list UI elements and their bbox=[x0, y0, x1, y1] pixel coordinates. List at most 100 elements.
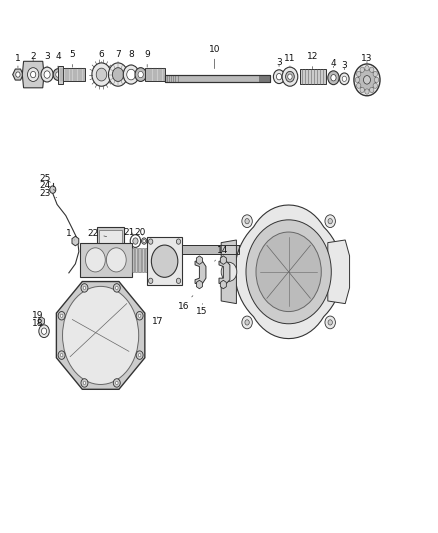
Circle shape bbox=[357, 83, 361, 88]
Text: 15: 15 bbox=[196, 304, 207, 316]
Circle shape bbox=[60, 314, 63, 317]
Circle shape bbox=[276, 74, 282, 80]
Circle shape bbox=[245, 219, 249, 224]
Circle shape bbox=[136, 311, 143, 320]
Text: 23: 23 bbox=[39, 189, 57, 198]
Bar bbox=[80, 243, 132, 277]
Circle shape bbox=[39, 325, 49, 337]
Text: 18: 18 bbox=[32, 319, 43, 328]
Text: 7: 7 bbox=[115, 50, 121, 62]
Text: 3: 3 bbox=[342, 61, 347, 70]
Circle shape bbox=[83, 286, 86, 289]
Text: 10: 10 bbox=[209, 45, 220, 69]
Bar bbox=[138, 248, 141, 272]
Text: 9: 9 bbox=[144, 50, 150, 67]
Polygon shape bbox=[196, 280, 202, 289]
Text: 13: 13 bbox=[361, 54, 373, 63]
Circle shape bbox=[83, 381, 86, 384]
Circle shape bbox=[106, 248, 126, 272]
Bar bbox=[182, 245, 239, 254]
Circle shape bbox=[245, 320, 249, 325]
Circle shape bbox=[221, 262, 237, 281]
Circle shape bbox=[288, 74, 292, 79]
Polygon shape bbox=[196, 256, 202, 264]
Circle shape bbox=[123, 65, 139, 84]
Circle shape bbox=[355, 77, 360, 83]
Circle shape bbox=[325, 215, 336, 228]
Text: 2: 2 bbox=[30, 52, 36, 61]
Circle shape bbox=[16, 72, 20, 77]
Bar bbox=[97, 227, 124, 255]
Circle shape bbox=[133, 238, 138, 244]
Circle shape bbox=[256, 232, 321, 312]
Text: 16: 16 bbox=[177, 296, 193, 311]
Text: 4: 4 bbox=[55, 52, 61, 68]
Circle shape bbox=[127, 69, 135, 80]
Circle shape bbox=[138, 71, 143, 78]
Circle shape bbox=[373, 71, 378, 77]
Circle shape bbox=[116, 381, 118, 384]
Circle shape bbox=[370, 87, 374, 93]
Circle shape bbox=[328, 219, 332, 224]
Bar bbox=[182, 245, 239, 254]
Polygon shape bbox=[220, 280, 226, 289]
Circle shape bbox=[113, 284, 120, 292]
Circle shape bbox=[85, 248, 105, 272]
Circle shape bbox=[109, 63, 127, 86]
Circle shape bbox=[370, 67, 374, 72]
Circle shape bbox=[81, 284, 88, 292]
Circle shape bbox=[177, 239, 181, 244]
Polygon shape bbox=[195, 261, 206, 284]
Circle shape bbox=[81, 379, 88, 387]
Circle shape bbox=[152, 245, 178, 277]
Text: 8: 8 bbox=[128, 50, 134, 64]
Text: 1: 1 bbox=[66, 229, 74, 240]
Circle shape bbox=[374, 77, 379, 83]
Circle shape bbox=[148, 239, 153, 244]
Circle shape bbox=[328, 71, 339, 85]
Bar bbox=[300, 69, 325, 84]
Circle shape bbox=[113, 379, 120, 387]
Polygon shape bbox=[13, 69, 23, 80]
Circle shape bbox=[130, 235, 141, 247]
Circle shape bbox=[143, 239, 145, 243]
Bar bbox=[142, 248, 144, 272]
Bar bbox=[259, 75, 270, 82]
Circle shape bbox=[138, 314, 141, 317]
Text: 6: 6 bbox=[99, 50, 104, 62]
Circle shape bbox=[328, 320, 332, 325]
Text: 3: 3 bbox=[276, 58, 282, 67]
Polygon shape bbox=[22, 61, 44, 88]
Text: 19: 19 bbox=[32, 311, 43, 320]
Circle shape bbox=[273, 70, 285, 84]
Circle shape bbox=[242, 316, 252, 329]
Circle shape bbox=[331, 75, 336, 81]
Circle shape bbox=[58, 351, 65, 359]
Circle shape bbox=[44, 71, 50, 78]
Circle shape bbox=[96, 68, 107, 81]
Text: 17: 17 bbox=[152, 317, 164, 326]
Polygon shape bbox=[57, 281, 145, 389]
Circle shape bbox=[113, 68, 124, 82]
Circle shape bbox=[148, 278, 153, 284]
Text: 20: 20 bbox=[134, 228, 145, 237]
Circle shape bbox=[60, 353, 63, 357]
Circle shape bbox=[136, 351, 143, 359]
Ellipse shape bbox=[63, 286, 139, 384]
Bar bbox=[152, 248, 154, 272]
Bar bbox=[165, 75, 270, 82]
Circle shape bbox=[373, 83, 378, 88]
Circle shape bbox=[49, 186, 56, 193]
Polygon shape bbox=[39, 317, 44, 325]
Circle shape bbox=[342, 76, 346, 82]
Bar bbox=[59, 68, 85, 82]
Bar bbox=[99, 230, 122, 252]
Circle shape bbox=[53, 69, 63, 80]
Bar bbox=[148, 248, 150, 272]
Bar bbox=[132, 248, 134, 272]
Circle shape bbox=[242, 215, 252, 228]
Circle shape bbox=[360, 87, 364, 93]
Bar bbox=[165, 75, 270, 82]
Polygon shape bbox=[328, 240, 350, 304]
Text: 24: 24 bbox=[39, 181, 56, 191]
